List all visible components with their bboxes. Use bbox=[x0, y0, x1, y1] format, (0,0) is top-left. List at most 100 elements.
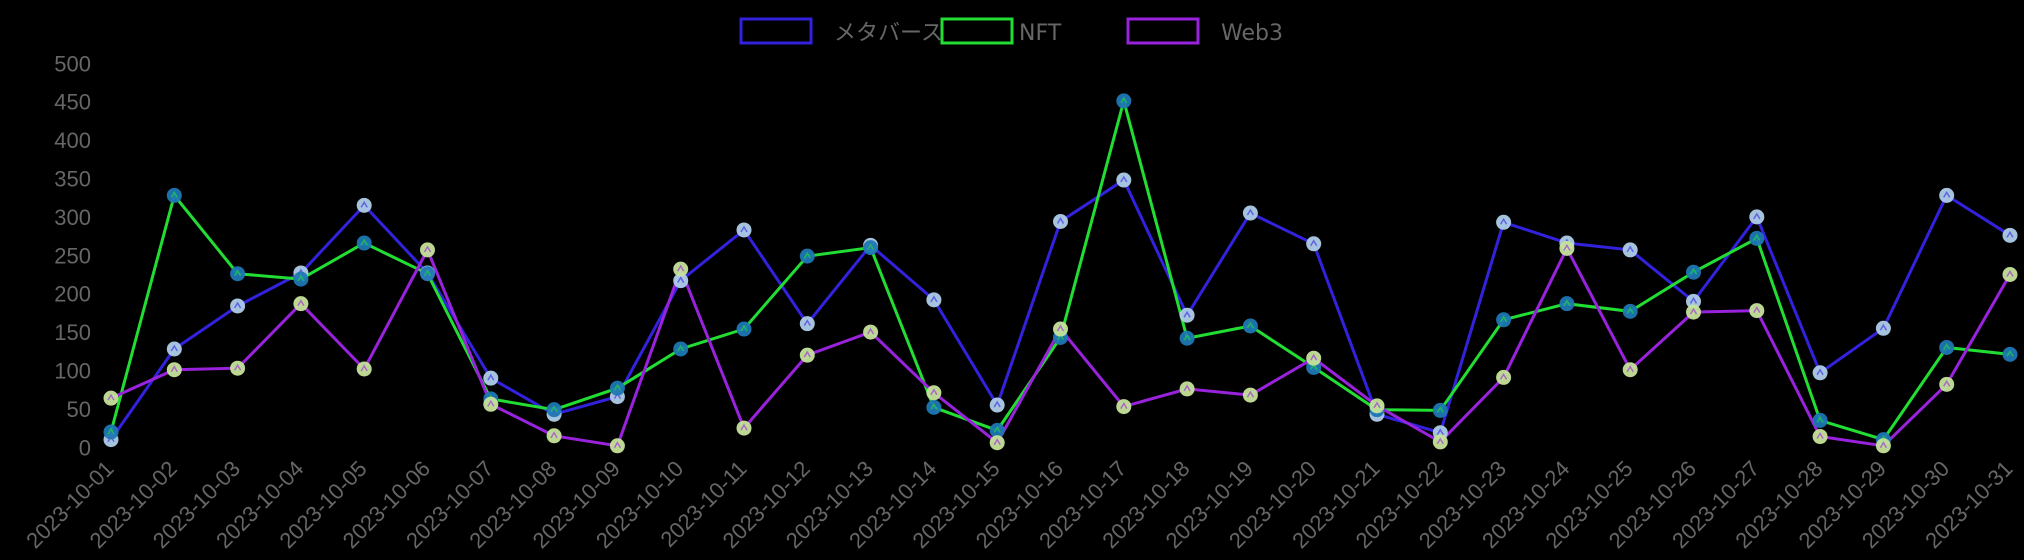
data-point[interactable] bbox=[1559, 240, 1575, 256]
data-point[interactable] bbox=[356, 197, 372, 213]
data-point[interactable] bbox=[799, 347, 815, 363]
point-marker-icon bbox=[170, 365, 178, 373]
data-point[interactable] bbox=[673, 273, 689, 289]
data-point[interactable] bbox=[1179, 330, 1195, 346]
data-point[interactable] bbox=[1496, 369, 1512, 385]
data-point[interactable] bbox=[420, 242, 435, 258]
point-marker-icon bbox=[423, 245, 432, 253]
data-point[interactable] bbox=[1432, 434, 1448, 450]
data-point[interactable] bbox=[1559, 296, 1575, 312]
point-marker-icon bbox=[2006, 230, 2014, 238]
point-marker-icon bbox=[1879, 323, 1888, 331]
data-point[interactable] bbox=[989, 435, 1005, 451]
data-point[interactable] bbox=[1749, 209, 1765, 225]
data-point[interactable] bbox=[1749, 230, 1765, 246]
data-point[interactable] bbox=[293, 271, 309, 287]
data-point[interactable] bbox=[799, 248, 815, 264]
point-marker-icon bbox=[107, 427, 115, 435]
data-point[interactable] bbox=[1242, 205, 1258, 221]
data-point[interactable] bbox=[166, 187, 182, 203]
data-point[interactable] bbox=[1242, 318, 1258, 334]
data-point[interactable] bbox=[926, 385, 942, 401]
data-point[interactable] bbox=[799, 316, 815, 332]
data-point[interactable] bbox=[1686, 304, 1701, 320]
data-point[interactable] bbox=[1306, 350, 1322, 366]
data-point[interactable] bbox=[1116, 93, 1132, 109]
point-marker-icon bbox=[297, 299, 305, 307]
data-point[interactable] bbox=[1939, 187, 1955, 203]
data-point[interactable] bbox=[1939, 339, 1955, 355]
data-point[interactable] bbox=[1686, 293, 1701, 309]
point-marker-icon bbox=[1563, 243, 1571, 251]
point-marker-icon bbox=[1120, 175, 1128, 183]
data-point[interactable] bbox=[230, 298, 246, 314]
data-point[interactable] bbox=[1622, 242, 1638, 258]
data-point[interactable] bbox=[1306, 236, 1322, 252]
data-point[interactable] bbox=[230, 360, 246, 376]
data-point[interactable] bbox=[1812, 365, 1828, 381]
data-point[interactable] bbox=[1179, 381, 1195, 397]
data-point[interactable] bbox=[1939, 376, 1955, 392]
data-point[interactable] bbox=[546, 402, 562, 418]
data-point[interactable] bbox=[1179, 307, 1195, 323]
point-marker-icon bbox=[233, 363, 242, 371]
data-point[interactable] bbox=[2002, 267, 2018, 282]
data-point[interactable] bbox=[989, 397, 1005, 413]
data-point[interactable] bbox=[1369, 398, 1385, 414]
data-point[interactable] bbox=[926, 399, 942, 415]
data-point[interactable] bbox=[1686, 264, 1701, 280]
data-point[interactable] bbox=[2002, 346, 2018, 362]
data-point[interactable] bbox=[166, 362, 182, 378]
data-point[interactable] bbox=[483, 396, 499, 412]
data-point[interactable] bbox=[863, 240, 879, 256]
point-marker-icon bbox=[803, 251, 811, 259]
data-point[interactable] bbox=[1053, 321, 1068, 337]
data-point[interactable] bbox=[989, 422, 1005, 438]
data-point[interactable] bbox=[1116, 399, 1132, 415]
data-point[interactable] bbox=[1432, 402, 1448, 418]
data-point[interactable] bbox=[1496, 214, 1512, 230]
data-point[interactable] bbox=[356, 235, 372, 251]
point-marker-icon bbox=[1816, 415, 1824, 423]
data-point[interactable] bbox=[863, 324, 879, 340]
data-point[interactable] bbox=[293, 296, 309, 312]
data-point[interactable] bbox=[546, 428, 562, 444]
data-point[interactable] bbox=[2002, 227, 2018, 243]
legend-item-2[interactable]: Web3 bbox=[1126, 17, 1283, 46]
data-point[interactable] bbox=[1116, 172, 1132, 188]
data-point[interactable] bbox=[609, 438, 625, 454]
legend-item-0[interactable]: メタバース bbox=[739, 17, 943, 46]
data-point[interactable] bbox=[673, 341, 689, 357]
point-marker-icon bbox=[677, 264, 685, 272]
data-point[interactable] bbox=[1622, 362, 1638, 378]
y-tick-label: 500 bbox=[54, 51, 91, 76]
point-marker-icon bbox=[1626, 306, 1634, 314]
legend-item-1[interactable]: NFT bbox=[940, 17, 1062, 46]
data-point[interactable] bbox=[736, 222, 752, 238]
data-point[interactable] bbox=[609, 380, 625, 396]
data-point[interactable] bbox=[483, 370, 499, 386]
legend-swatch bbox=[940, 17, 1014, 45]
data-point[interactable] bbox=[103, 390, 119, 406]
data-point[interactable] bbox=[736, 420, 752, 436]
data-point[interactable] bbox=[1242, 387, 1258, 403]
data-point[interactable] bbox=[1812, 429, 1828, 445]
data-point[interactable] bbox=[230, 266, 246, 282]
data-point[interactable] bbox=[1875, 320, 1891, 336]
point-marker-icon bbox=[930, 295, 938, 303]
data-point[interactable] bbox=[1749, 303, 1765, 319]
data-point[interactable] bbox=[1496, 312, 1512, 328]
data-point[interactable] bbox=[736, 321, 752, 337]
data-point[interactable] bbox=[103, 424, 119, 440]
data-point[interactable] bbox=[166, 341, 182, 357]
data-point[interactable] bbox=[356, 361, 372, 377]
data-point[interactable] bbox=[420, 266, 435, 282]
data-point[interactable] bbox=[1875, 438, 1891, 454]
data-point[interactable] bbox=[1622, 303, 1638, 319]
point-marker-icon bbox=[170, 344, 178, 352]
data-point[interactable] bbox=[1053, 214, 1068, 230]
data-point[interactable] bbox=[673, 261, 689, 277]
data-point[interactable] bbox=[1812, 412, 1828, 428]
point-marker-icon bbox=[1436, 437, 1444, 445]
data-point[interactable] bbox=[926, 292, 942, 308]
